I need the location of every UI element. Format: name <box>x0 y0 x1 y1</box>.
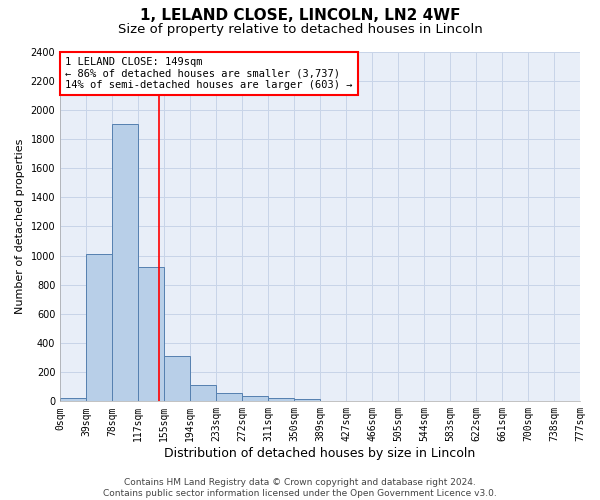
Bar <box>216 394 242 402</box>
Y-axis label: Number of detached properties: Number of detached properties <box>15 138 25 314</box>
Bar <box>294 399 320 402</box>
Bar <box>138 267 164 402</box>
Bar <box>60 398 86 402</box>
X-axis label: Distribution of detached houses by size in Lincoln: Distribution of detached houses by size … <box>164 447 476 460</box>
Bar <box>164 356 190 402</box>
Bar <box>320 400 346 402</box>
Bar <box>190 386 216 402</box>
Text: 1, LELAND CLOSE, LINCOLN, LN2 4WF: 1, LELAND CLOSE, LINCOLN, LN2 4WF <box>140 8 460 22</box>
Text: Contains HM Land Registry data © Crown copyright and database right 2024.
Contai: Contains HM Land Registry data © Crown c… <box>103 478 497 498</box>
Text: 1 LELAND CLOSE: 149sqm
← 86% of detached houses are smaller (3,737)
14% of semi-: 1 LELAND CLOSE: 149sqm ← 86% of detached… <box>65 56 353 90</box>
Bar <box>268 398 294 402</box>
Text: Size of property relative to detached houses in Lincoln: Size of property relative to detached ho… <box>118 22 482 36</box>
Bar <box>86 254 112 402</box>
Bar <box>242 396 268 402</box>
Bar <box>112 124 138 402</box>
